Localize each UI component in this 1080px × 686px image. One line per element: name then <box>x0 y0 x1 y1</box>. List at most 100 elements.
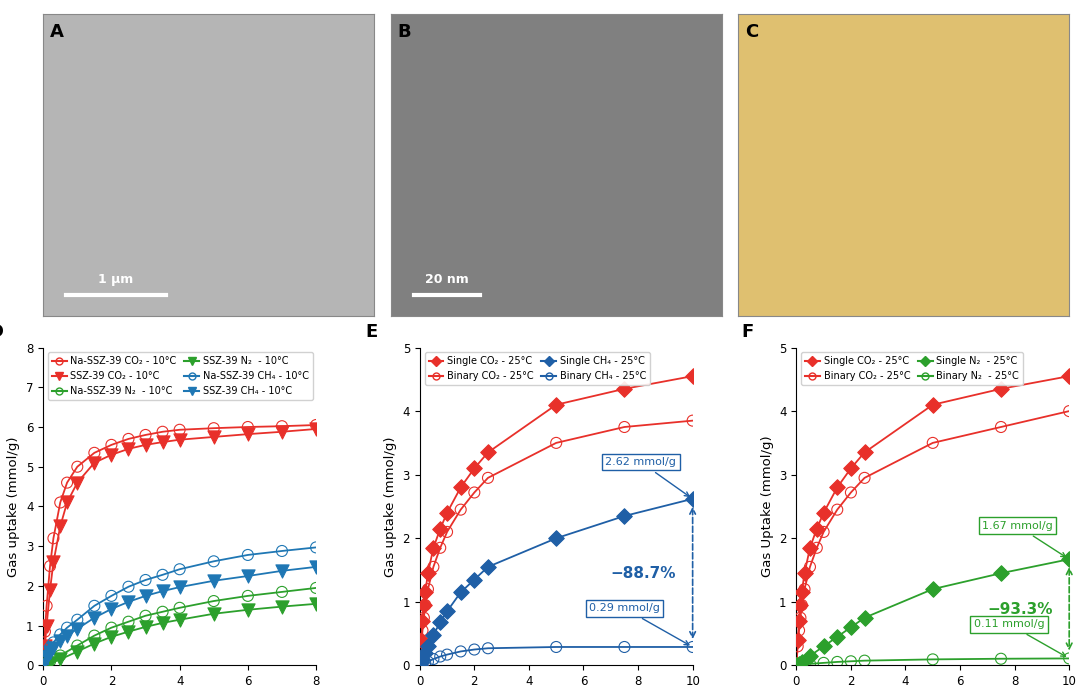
Point <box>411 660 429 671</box>
Point <box>103 604 120 615</box>
Point <box>120 626 137 637</box>
Point <box>35 660 52 671</box>
Point <box>419 641 436 652</box>
Point <box>856 612 874 623</box>
Point <box>815 508 833 519</box>
Point <box>69 461 86 472</box>
Point <box>438 508 456 519</box>
Point <box>414 615 431 626</box>
Point <box>38 600 55 611</box>
Point <box>413 635 430 646</box>
Point <box>684 415 701 426</box>
Point <box>154 617 172 628</box>
Point <box>308 423 325 434</box>
Text: 0.29 mmol/g: 0.29 mmol/g <box>589 604 689 645</box>
Point <box>480 473 497 484</box>
Y-axis label: Gas uptake (mmol/g): Gas uptake (mmol/g) <box>384 436 397 577</box>
Point <box>548 641 565 652</box>
Point <box>85 612 103 623</box>
Point <box>432 523 449 534</box>
Text: −93.3%: −93.3% <box>987 602 1053 617</box>
Point <box>273 587 291 598</box>
Point <box>41 656 58 667</box>
Point <box>103 631 120 642</box>
Point <box>154 606 172 617</box>
Y-axis label: Gas Uptake (mmol/g): Gas Uptake (mmol/g) <box>760 436 773 578</box>
Point <box>924 584 942 595</box>
Point <box>417 587 434 598</box>
Point <box>137 429 154 440</box>
Point <box>856 447 874 458</box>
Point <box>424 543 442 554</box>
Point <box>120 434 137 445</box>
Point <box>993 421 1010 432</box>
Point <box>273 421 291 431</box>
Point <box>411 660 429 671</box>
Point <box>616 383 633 394</box>
Point <box>52 629 69 640</box>
Point <box>480 561 497 572</box>
Point <box>828 631 846 642</box>
Point <box>924 438 942 449</box>
Point <box>58 497 76 508</box>
Point <box>205 431 222 442</box>
Point <box>453 587 470 598</box>
Point <box>239 421 256 432</box>
Point <box>69 640 86 651</box>
Point <box>801 659 819 670</box>
Point <box>453 646 470 657</box>
Point <box>856 473 874 484</box>
Point <box>856 655 874 666</box>
Point <box>787 660 805 671</box>
Point <box>793 659 810 670</box>
Point <box>828 657 846 667</box>
Point <box>273 565 291 576</box>
Point <box>411 660 429 671</box>
Point <box>120 616 137 627</box>
Point <box>414 654 431 665</box>
Point <box>828 504 846 515</box>
Point <box>44 637 62 648</box>
Point <box>465 487 483 498</box>
Point <box>480 447 497 458</box>
Point <box>414 625 431 636</box>
Point <box>35 660 52 671</box>
Point <box>308 582 325 593</box>
Point <box>815 657 833 668</box>
Point <box>793 600 810 611</box>
Point <box>154 586 172 597</box>
Point <box>808 543 825 554</box>
Point <box>239 429 256 440</box>
Point <box>413 641 430 652</box>
Point <box>103 591 120 602</box>
Point <box>69 624 86 635</box>
Point <box>41 642 58 653</box>
Point <box>465 644 483 655</box>
Point <box>308 561 325 572</box>
Point <box>842 487 860 498</box>
Point <box>120 596 137 607</box>
Point <box>1061 554 1078 565</box>
Point <box>154 569 172 580</box>
Point <box>789 635 807 646</box>
Point <box>424 630 442 641</box>
Point <box>616 510 633 521</box>
Point <box>415 612 432 623</box>
Point <box>41 646 58 657</box>
Text: 2.62 mmol/g: 2.62 mmol/g <box>605 457 689 497</box>
Point <box>789 641 807 652</box>
Text: 1.67 mmol/g: 1.67 mmol/g <box>982 521 1066 557</box>
Point <box>414 659 431 670</box>
Point <box>239 604 256 615</box>
Point <box>205 556 222 567</box>
Point <box>842 463 860 474</box>
Text: A: A <box>50 23 64 40</box>
Text: −88.7%: −88.7% <box>611 566 676 581</box>
Point <box>793 587 810 598</box>
Legend: Single CO₂ - 25°C, Binary CO₂ - 25°C, Single CH₄ - 25°C, Binary CH₄ - 25°C: Single CO₂ - 25°C, Binary CO₂ - 25°C, Si… <box>424 353 650 385</box>
Point <box>793 656 810 667</box>
Point <box>58 477 76 488</box>
Point <box>815 641 833 652</box>
Point <box>801 650 819 661</box>
Point <box>44 533 62 544</box>
